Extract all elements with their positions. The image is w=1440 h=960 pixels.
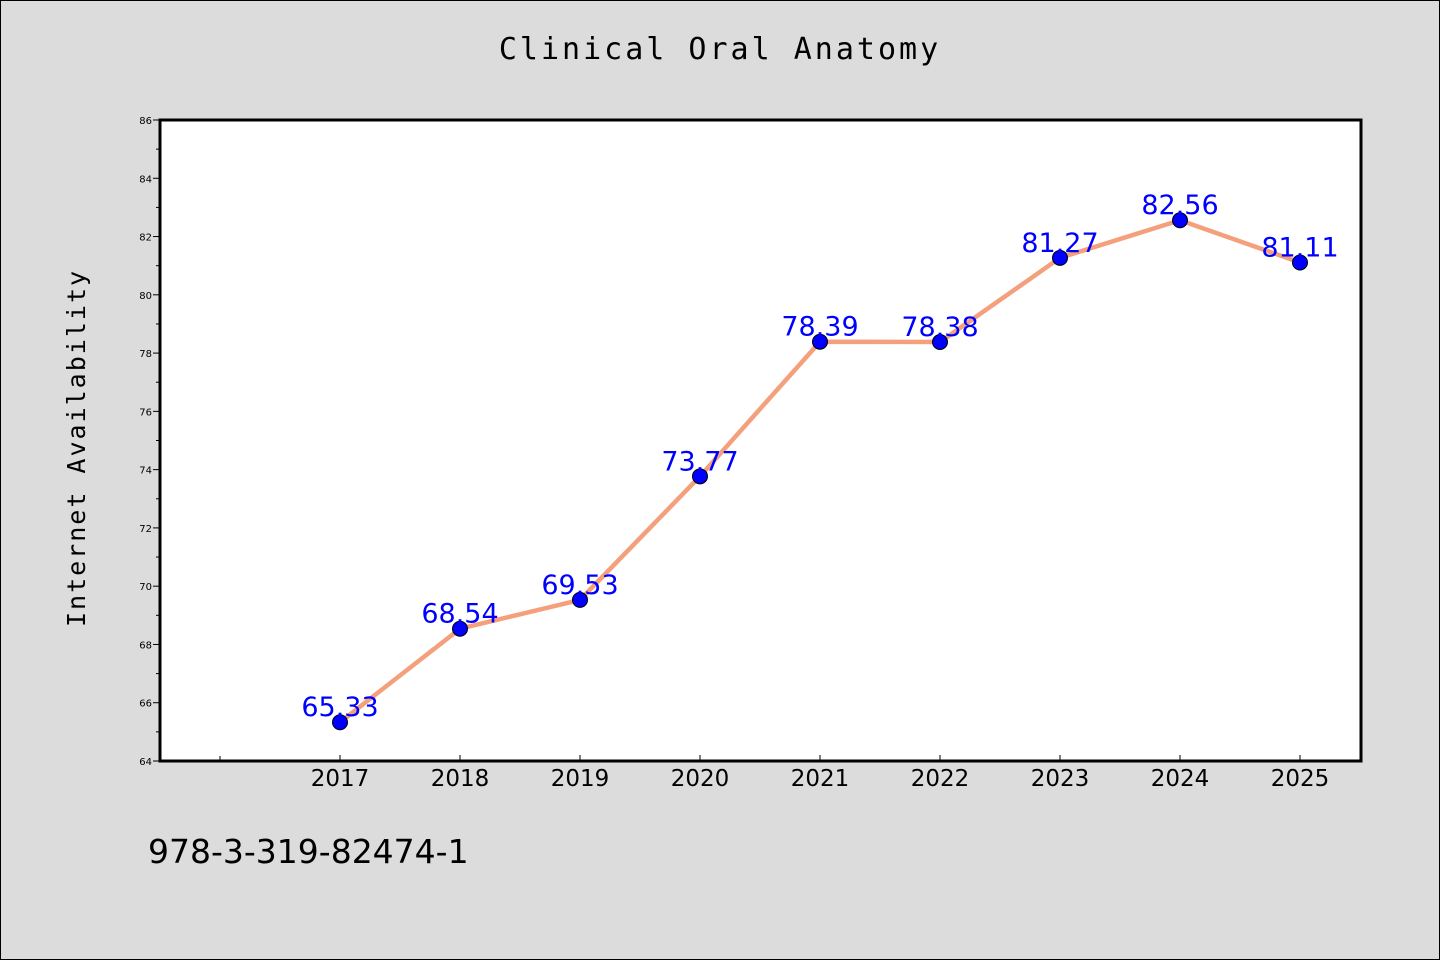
y-tick-label: 76 (139, 407, 152, 418)
x-tick-label: 2025 (1271, 766, 1330, 792)
x-tick-label: 2020 (671, 766, 730, 792)
y-axis-label: Internet Availability (62, 269, 91, 627)
data-label: 68.54 (421, 599, 498, 630)
data-point (1052, 249, 1068, 266)
data-point (812, 333, 828, 350)
x-tick-label: 2018 (431, 766, 490, 792)
data-point (332, 714, 348, 731)
x-tick-label: 2017 (311, 766, 370, 792)
data-label: 65.33 (301, 692, 378, 723)
data-point (1292, 254, 1308, 271)
y-tick-label: 64 (139, 757, 152, 768)
data-point (932, 334, 948, 351)
data-label: 78.39 (781, 312, 858, 343)
y-tick-label: 78 (139, 349, 152, 360)
data-label: 81.27 (1021, 228, 1098, 259)
y-axis: 64 66 68 70 72 74 76 78 80 82 84 86 (139, 116, 160, 768)
y-tick-label: 80 (139, 291, 152, 302)
x-tick-label: 2024 (1151, 766, 1210, 792)
x-tick-label: 2023 (1031, 766, 1090, 792)
y-tick-label: 68 (139, 640, 152, 651)
y-tick-label: 84 (139, 174, 152, 185)
data-label: 82.56 (1141, 190, 1218, 221)
data-point (692, 468, 708, 485)
x-tick-label: 2019 (551, 766, 610, 792)
data-label: 73.77 (661, 446, 738, 477)
y-tick-label: 66 (139, 699, 152, 710)
chart-title: Clinical Oral Anatomy (498, 32, 942, 67)
series-group: 65.33 68.54 69.53 73.77 78.39 78.38 81.27 82.56… (301, 190, 1339, 731)
y-tick-label: 82 (139, 233, 152, 244)
data-point (572, 591, 588, 608)
x-tick-label: 2022 (911, 766, 970, 792)
y-tick-label: 86 (139, 116, 152, 127)
y-tick-label: 74 (139, 466, 152, 477)
x-tick-label: 2021 (791, 766, 850, 792)
data-point (452, 620, 468, 637)
y-tick-label: 72 (139, 524, 152, 535)
data-point (1172, 212, 1188, 229)
footer-code: 978-3-319-82474-1 (148, 832, 469, 871)
x-axis: 2017 2018 2019 2020 2021 2022 2023 2024 2025 (219, 755, 1330, 792)
y-tick-label: 70 (139, 582, 152, 593)
data-label: 78.38 (901, 312, 978, 343)
data-label: 81.11 (1261, 232, 1338, 263)
data-label: 69.53 (541, 570, 618, 601)
